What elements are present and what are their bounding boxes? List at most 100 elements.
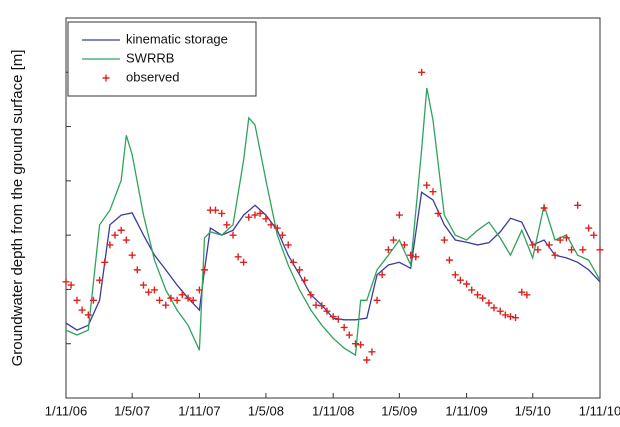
observed-point	[133, 266, 141, 274]
y-axis-label: Groundwater depth from the ground surfac…	[9, 50, 26, 367]
observed-point	[412, 253, 420, 261]
observed-point	[540, 204, 548, 212]
x-tick-label: 1/11/09	[445, 403, 487, 418]
observed-point	[262, 215, 270, 223]
observed-point	[201, 266, 209, 274]
observed-point	[323, 307, 331, 315]
observed-point	[162, 301, 170, 309]
observed-point	[357, 341, 365, 349]
observed-point	[218, 209, 226, 217]
observed-point	[468, 286, 476, 294]
observed-point	[150, 286, 158, 294]
observed-point	[545, 241, 553, 249]
legend-label: observed	[126, 69, 179, 84]
observed-point	[418, 68, 426, 76]
observed-point	[312, 301, 320, 309]
observed-point	[574, 201, 582, 209]
observed-point	[195, 286, 203, 294]
observed-point	[117, 226, 125, 234]
observed-point	[456, 276, 464, 284]
observed-point	[240, 258, 248, 266]
observed-point	[296, 266, 304, 274]
observed-point	[301, 276, 309, 284]
observed-point	[440, 236, 448, 244]
observed-point	[128, 251, 136, 259]
observed-point	[106, 241, 114, 249]
observed-point	[267, 221, 275, 229]
observed-point	[351, 340, 359, 348]
observed-point	[373, 296, 381, 304]
observed-point	[62, 278, 70, 286]
observed-point	[307, 291, 315, 299]
legend: kinematic storage SWRRB observed	[67, 21, 257, 97]
observed-point	[378, 271, 386, 279]
observed-point	[223, 221, 231, 229]
observed-point	[156, 296, 164, 304]
observed-point	[596, 246, 604, 254]
observed-point	[145, 288, 153, 296]
observed-point	[585, 224, 593, 232]
observed-point	[395, 211, 403, 219]
observed-point	[73, 296, 81, 304]
observed-point	[278, 231, 286, 239]
observed-point	[139, 281, 147, 289]
observed-point	[273, 224, 281, 232]
observed-point	[512, 314, 520, 322]
observed-point	[434, 209, 442, 217]
observed-point	[167, 294, 175, 302]
observed-point	[67, 281, 75, 289]
observed-point	[234, 253, 242, 261]
legend-label: kinematic storage	[126, 31, 228, 46]
observed-point	[445, 256, 453, 264]
x-tick-label: 1/5/08	[248, 403, 284, 418]
observed-point	[284, 241, 292, 249]
observed-point	[579, 246, 587, 254]
observed-point	[340, 323, 348, 331]
series-line	[65, 191, 601, 331]
observed-point	[178, 291, 186, 299]
observed-point	[96, 276, 104, 284]
observed-point	[318, 302, 326, 310]
legend-label: SWRRB	[126, 50, 174, 65]
observed-point	[490, 304, 498, 312]
observed-point	[189, 296, 197, 304]
observed-point	[518, 288, 526, 296]
observed-point	[389, 236, 397, 244]
observed-point	[485, 299, 493, 307]
legend-swatch	[102, 74, 110, 82]
observed-point	[101, 258, 109, 266]
observed-point	[256, 209, 264, 217]
x-tick-label: 1/5/07	[114, 403, 150, 418]
x-tick-label: 1/5/09	[381, 403, 417, 418]
observed-point	[506, 313, 514, 321]
observed-point	[400, 241, 408, 249]
observed-point	[334, 315, 342, 323]
observed-point	[534, 246, 542, 254]
observed-point	[245, 213, 253, 221]
series-line	[65, 87, 601, 357]
observed-point	[523, 291, 531, 299]
observed-point	[173, 296, 181, 304]
observed-point	[84, 311, 92, 319]
observed-point	[501, 311, 509, 319]
observed-point	[463, 280, 471, 288]
observed-point	[407, 251, 415, 259]
observed-point	[111, 231, 119, 239]
observed-point	[78, 306, 86, 314]
x-tick-label: 1/11/07	[178, 403, 220, 418]
observed-point	[451, 271, 459, 279]
x-tick-label: 1/11/10	[579, 403, 620, 418]
observed-point	[251, 211, 259, 219]
observed-point	[384, 246, 392, 254]
observed-point	[429, 188, 437, 196]
observed-point	[345, 331, 353, 339]
x-tick-label: 1/11/08	[312, 403, 354, 418]
observed-point	[184, 294, 192, 302]
observed-point	[229, 231, 237, 239]
observed-point	[122, 236, 130, 244]
observed-point	[590, 231, 598, 239]
observed-point	[567, 246, 575, 254]
observed-point	[479, 294, 487, 302]
observed-point	[496, 307, 504, 315]
